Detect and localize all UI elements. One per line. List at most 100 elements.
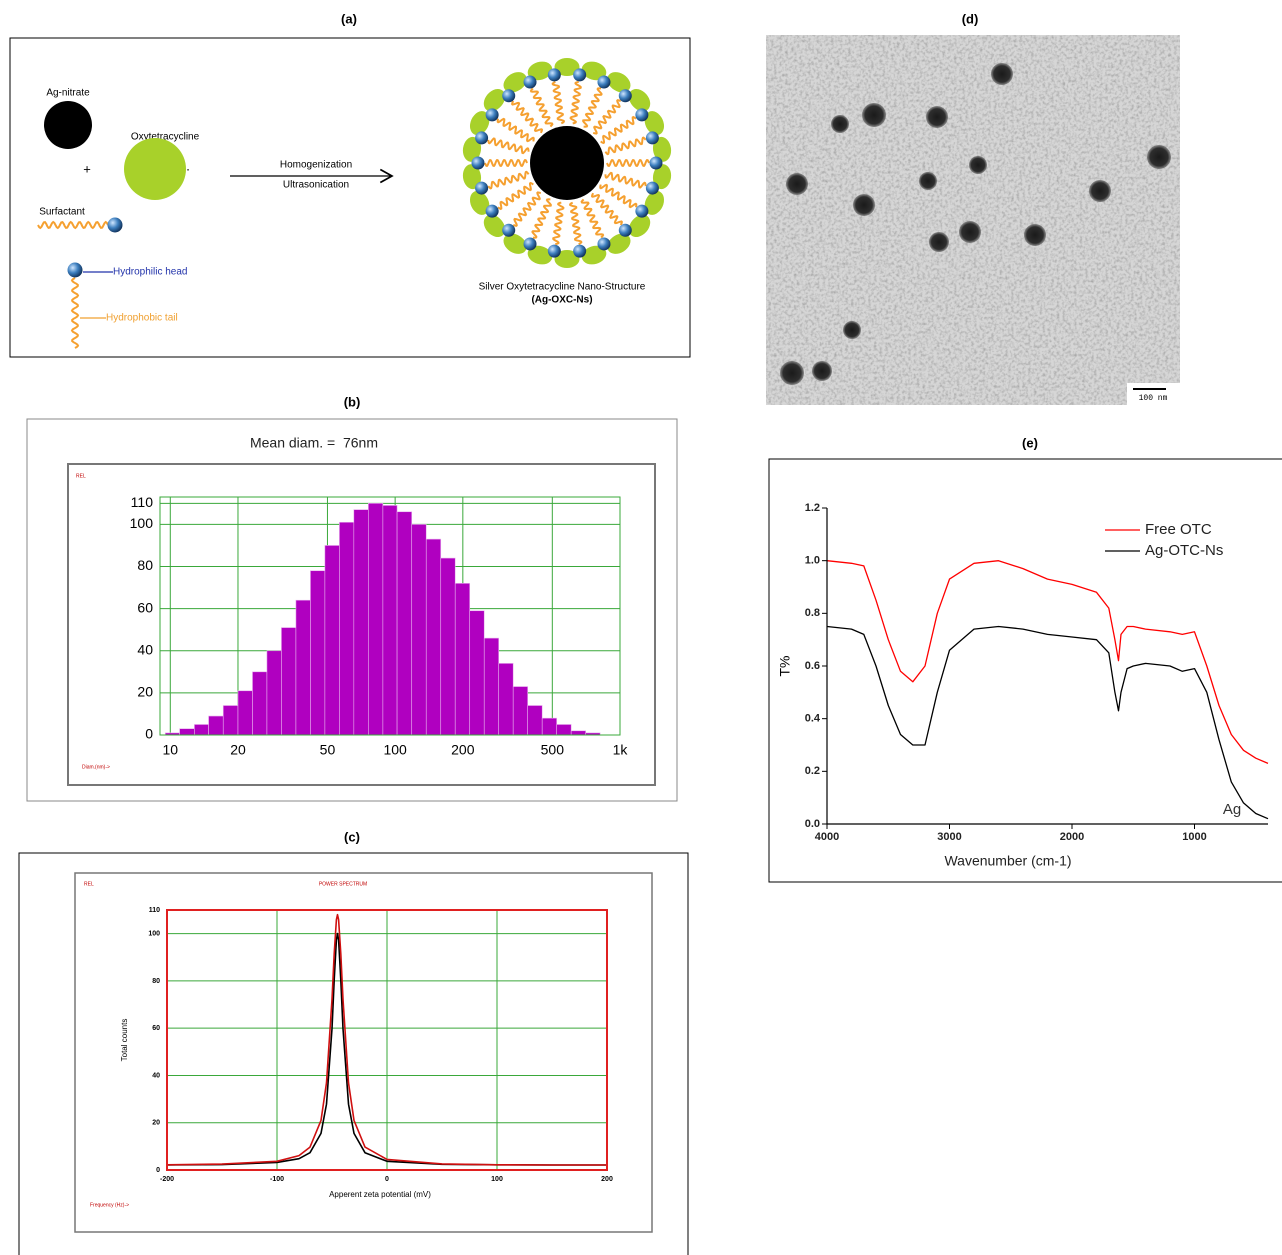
x-tick-label: 4000 [815, 831, 839, 843]
bar [296, 600, 311, 735]
bar [180, 729, 195, 735]
panel-label: (c) [344, 829, 360, 844]
bar [354, 510, 369, 735]
hydrophilic-head [475, 131, 488, 144]
bar [441, 558, 455, 735]
y-tick-label: 100 [130, 515, 154, 531]
y-tick-label: 110 [131, 494, 154, 510]
bar [368, 503, 383, 735]
hydrophilic-head [475, 182, 488, 195]
nanoparticle [862, 103, 886, 127]
bar [209, 716, 224, 735]
chart-subtitle: POWER SPECTRUM [319, 881, 367, 887]
x-tick-label: 50 [320, 742, 336, 758]
silver-particle [44, 101, 92, 149]
bar [325, 545, 340, 735]
corner-label: REL [76, 473, 86, 479]
y-tick-label: 60 [137, 599, 153, 615]
annotation: Ag [1223, 801, 1241, 818]
hydrophilic-head [502, 89, 515, 102]
nanoparticle [991, 63, 1013, 85]
x-axis-label: Diam.(nm)-> [82, 764, 110, 770]
y-tick-label: 80 [152, 978, 160, 985]
y-tick-label: 0.6 [805, 660, 820, 672]
scale-label: 100 nm [1139, 394, 1168, 403]
y-tick-label: 110 [149, 907, 160, 914]
hydrophilic-head [548, 68, 561, 81]
label: Ag-nitrate [46, 88, 90, 99]
legend-label: Free OTC [1145, 521, 1212, 538]
y-tick-label: 20 [152, 1120, 160, 1127]
bar [528, 706, 542, 735]
hydrophilic-head [597, 237, 610, 250]
y-tick-label: 0.4 [805, 713, 821, 725]
nanoparticle [1147, 145, 1171, 169]
hydrophilic-head [573, 245, 586, 258]
bar [267, 651, 281, 735]
x-axis-label: Wavenumber (cm-1) [944, 853, 1071, 869]
bar [484, 638, 498, 735]
x-tick-label: 20 [230, 742, 246, 758]
nanoparticle [969, 156, 987, 174]
bar [223, 706, 238, 735]
y-tick-label: 0.0 [805, 818, 820, 830]
y-tick-label: 40 [152, 1072, 160, 1079]
y-tick-label: 20 [137, 684, 153, 700]
bar [542, 718, 557, 735]
bar [339, 522, 353, 735]
bar [557, 724, 571, 735]
oxytetracycline-particle [124, 138, 186, 200]
bar [252, 672, 266, 735]
hydrophilic-head [573, 68, 586, 81]
y-tick-label: 80 [137, 557, 153, 573]
nanoparticle [786, 173, 808, 195]
x-tick-label: 2000 [1060, 831, 1084, 843]
bar [310, 571, 324, 735]
panel-label: (a) [341, 11, 357, 26]
plus: + [83, 161, 91, 176]
label: Hydrophilic head [113, 267, 188, 278]
nanoparticle [831, 115, 849, 133]
hydrophilic-head [524, 237, 537, 250]
bar [238, 691, 252, 735]
y-axis-label: T% [777, 656, 793, 677]
hydrophilic-head [486, 205, 499, 218]
nanoparticle [1089, 180, 1111, 202]
nanoparticle [843, 321, 861, 339]
dot: · [186, 161, 190, 176]
x-tick-label: 1000 [1182, 831, 1206, 843]
hydrophilic-head [486, 108, 499, 121]
x-tick-label: 0 [385, 1176, 389, 1183]
hydrophilic-head [619, 224, 632, 237]
y-tick-label: 1.2 [805, 502, 820, 514]
hydrophilic-head [548, 245, 561, 258]
nanoparticle [959, 221, 981, 243]
panel-frame [10, 38, 690, 357]
y-tick-label: 40 [137, 641, 153, 657]
y-axis-label: Total counts [120, 1019, 129, 1062]
chart-title: Mean diam. = 76nm [250, 435, 378, 451]
x-tick-label: 200 [601, 1176, 613, 1183]
bar [499, 663, 513, 735]
x-tick-label: 10 [162, 742, 178, 758]
label: (Ag-OXC-Ns) [531, 295, 592, 306]
hydrophilic-head [646, 131, 659, 144]
footnote: Frequency (Hz)-> [90, 1202, 129, 1208]
figure: Ag-nitrate Oxytetracycline + · Surfactan… [0, 0, 1282, 1255]
nanoparticle [919, 172, 937, 190]
bar [426, 539, 440, 735]
bar [194, 724, 208, 735]
hydrophilic-head [68, 263, 83, 278]
x-tick-label: 100 [491, 1176, 503, 1183]
y-tick-label: 1.0 [805, 555, 820, 567]
hydrophilic-head [635, 205, 648, 218]
bar [455, 583, 469, 735]
x-axis-label: Apperent zeta potential (mV) [329, 1190, 431, 1199]
nanoparticle [1024, 224, 1046, 246]
y-tick-label: 0 [145, 726, 153, 742]
bar [513, 687, 527, 735]
diagram-panel: Ag-nitrate Oxytetracycline + · Surfactan… [10, 38, 690, 357]
label: Surfactant [39, 207, 85, 218]
hydrophilic-head [524, 76, 537, 89]
y-tick-label: 60 [152, 1025, 160, 1032]
